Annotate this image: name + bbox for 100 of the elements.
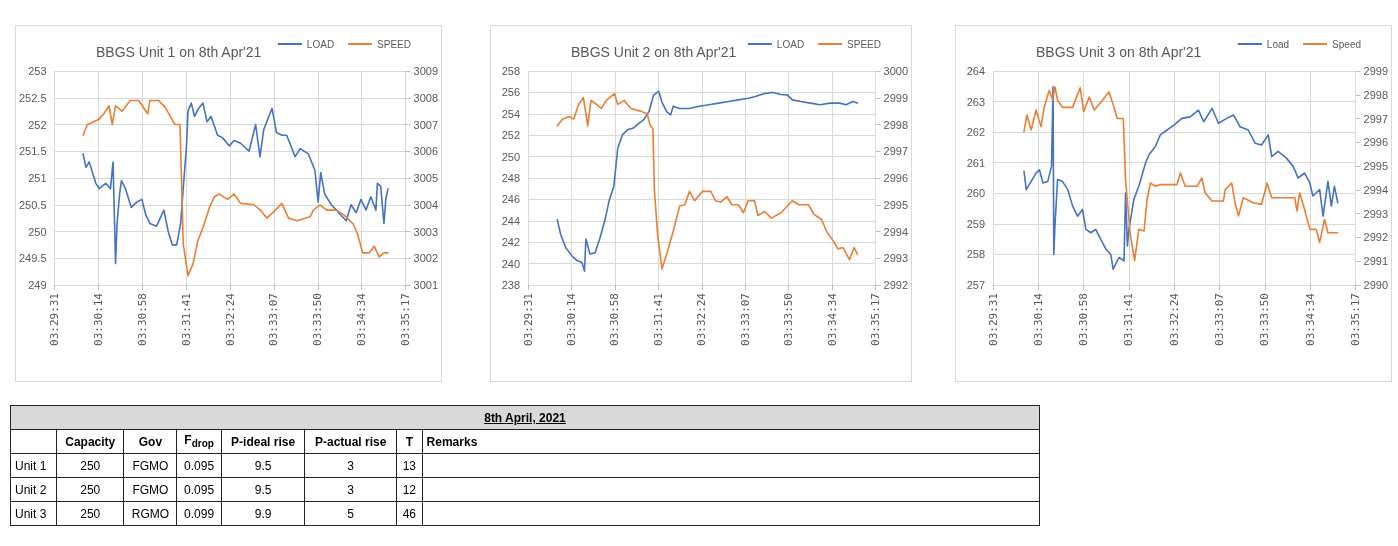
y-tick-label: 254 [501,107,520,120]
y-tick-label: 250 [28,225,47,238]
y-tick-label: 250 [501,150,520,163]
text: 0.099 [184,506,215,521]
y2-tick-label: 3009 [413,65,439,77]
x-tick-label: 03:34:34 [825,292,839,346]
y2-tick-label: 3003 [413,225,439,238]
x-tick-label: 03:29:31 [521,293,535,346]
y2-tick-label: 2994 [1363,183,1389,196]
text: 13 [402,458,416,473]
category-label: F$_{drop}$ [176,429,222,454]
y-tick-label: 244 [501,214,520,227]
x-tick-label: 03:32:24 [223,292,237,346]
category-label: P-actual rise [304,429,397,454]
y-tick-label: 263 [966,95,985,108]
text: 250 [80,506,101,521]
x-tick-label: 03:31:41 [1122,293,1136,346]
x-tick-label: 03:30:58 [1077,293,1091,346]
y-tick-label: 238 [501,279,520,291]
y2-tick-label: 2999 [883,91,909,104]
category-label: P-ideal rise [221,429,305,454]
text: 0.095 [184,482,215,497]
text: 9.9 [254,506,272,521]
x-tick-label: 03:30:14 [564,292,578,346]
y-tick-label: 253 [28,65,47,77]
y-tick-label: 257 [966,279,985,291]
text: 9.5 [254,482,272,497]
y-tick-label: 256 [501,86,520,99]
chart-title: BBGS Unit 1 on 8th Apr'21 [96,44,262,60]
y2-tick-label: 2990 [1363,279,1389,291]
x-tick-label: 03:34:34 [355,292,369,346]
y-tick-label: 264 [966,65,985,77]
y-tick-label: 252 [28,118,47,131]
text: 5 [347,506,354,521]
x-tick-label: 03:33:50 [311,293,325,346]
text: 250 [80,482,101,497]
y2-tick-label: 2998 [1363,88,1389,101]
y2-tick-label: 2993 [883,252,909,265]
y-tick-label: 260 [966,187,985,200]
legend-label: SPEED [377,38,411,50]
category-label: Unit 2 [15,482,47,497]
y2-tick-label: 3007 [413,118,439,131]
x-tick-label: 03:35:17 [399,293,413,346]
y2-tick-label: 2997 [883,145,909,158]
y-tick-label: 251 [28,172,47,184]
text: RGMO [131,506,170,521]
x-tick-label: 03:31:41 [651,293,665,346]
category-label: Capacity [56,429,124,454]
y2-tick-label: 2995 [883,198,909,211]
y-tick-label: 252 [501,129,520,142]
category-label: Remarks [422,429,1040,454]
y2-tick-label: 3002 [413,252,439,265]
y2-tick-label: 2997 [1363,112,1389,125]
y2-tick-label: 2992 [1363,231,1389,244]
y-tick-label: 261 [966,156,985,169]
x-tick-label: 03:30:14 [1031,292,1045,346]
y2-tick-label: 3006 [413,145,439,158]
x-tick-label: 03:30:58 [135,293,149,346]
x-tick-label: 03:29:31 [986,293,1000,346]
category-label: Gov [123,429,177,454]
y2-tick-label: 2996 [1363,136,1389,149]
x-tick-label: 03:30:58 [608,293,622,346]
category-label: T [396,429,423,454]
y-tick-label: 240 [501,257,520,270]
text: 3 [347,458,354,473]
y2-tick-label: 3008 [413,91,439,104]
x-tick-label: 03:29:31 [48,293,62,346]
x-tick-label: 03:30:14 [91,292,105,346]
text: 250 [80,458,101,473]
legend-label: LOAD [306,38,335,50]
y2-tick-label: 2992 [883,279,909,291]
y2-tick-label: 2995 [1363,160,1389,173]
y2-tick-label: 2999 [1363,65,1389,77]
y-tick-label: 259 [966,217,985,230]
text: 12 [402,482,416,497]
y-tick-label: 252.5 [19,91,47,104]
y2-tick-label: 2991 [1363,255,1389,268]
x-tick-label: 03:35:17 [1349,293,1363,346]
x-tick-label: 03:32:24 [1167,292,1181,346]
y-tick-label: 242 [501,236,520,249]
text: FGMO [132,458,169,473]
text: 0.095 [184,458,215,473]
y-tick-label: 258 [501,65,520,77]
y-tick-label: 251.5 [19,145,47,158]
x-tick-label: 03:31:41 [179,293,193,346]
x-tick-label: 03:33:07 [267,293,281,346]
text: 46 [402,506,416,521]
text: 9.5 [254,458,272,473]
x-tick-label: 03:33:07 [1213,293,1227,346]
legend-label: Load [1266,38,1290,50]
y2-tick-label: 2998 [883,118,909,131]
y2-tick-label: 3001 [413,279,439,291]
y-tick-label: 262 [966,126,985,139]
y2-tick-label: 3000 [883,65,909,77]
y-tick-label: 249 [28,279,47,291]
text: 3 [347,482,354,497]
text: 8th April, 2021 [10,405,1040,430]
y2-tick-label: 2993 [1363,207,1389,220]
x-tick-label: 03:35:17 [869,293,883,346]
y-tick-label: 249.5 [19,252,47,265]
